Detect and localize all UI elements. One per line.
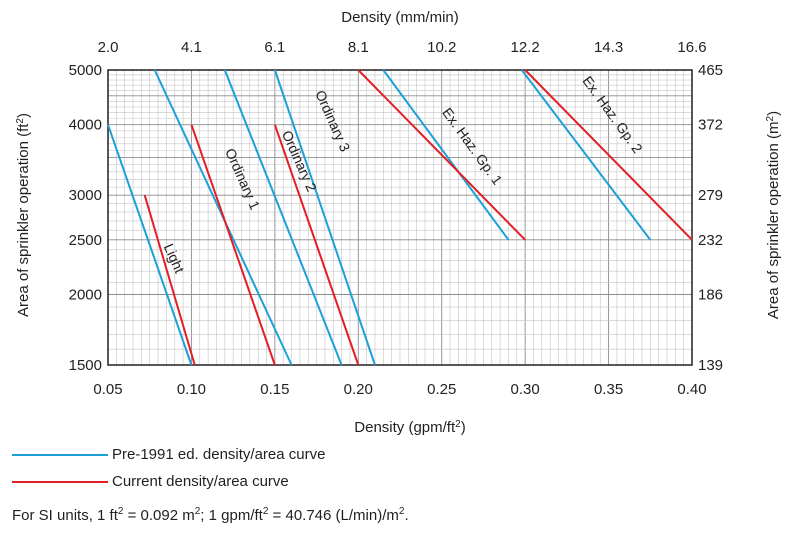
bottom-axis-title: Density (gpm/ft2) [354, 419, 465, 437]
y-tick-label: 1500 [69, 357, 102, 374]
y-tick-label: 2000 [69, 287, 102, 304]
right-axis-title: Area of sprinkler operation (m2) [765, 111, 783, 319]
top-tick-label: 14.3 [594, 39, 623, 56]
legend-swatch-blue [12, 453, 108, 456]
top-tick-label: 10.2 [427, 39, 456, 56]
series-lines [107, 69, 693, 366]
x-tick-label: 0.20 [344, 381, 373, 398]
left-axis-title: Area of sprinkler operation (ft2) [15, 113, 33, 317]
plot-frame [107, 69, 693, 366]
x-tick-label: 0.10 [177, 381, 206, 398]
x-tick-label: 0.15 [260, 381, 289, 398]
pre-1991-curve-line [273, 69, 376, 366]
legend-label-pre-1991: Pre-1991 ed. density/area curve [112, 446, 326, 463]
legend-item-current: Current density/area curve [12, 473, 289, 490]
top-tick-label: 6.1 [264, 39, 285, 56]
grid [107, 69, 693, 366]
y-tick-label: 3000 [69, 187, 102, 204]
pre-1991-curve-line [223, 69, 343, 366]
tick-labels: 0.05 0.10 0.15 0.20 0.25 0.30 0.35 0.40 2.0 4.1 6.… [69, 39, 723, 398]
current-curve-line [190, 124, 276, 366]
si-units-note: For SI units, 1 ft2 = 0.092 m2; 1 gpm/ft… [12, 506, 409, 524]
curve-label: Ordinary 1 [222, 146, 263, 212]
legend-swatch-red [12, 480, 108, 483]
current-curve-line [357, 69, 526, 241]
x-tick-label: 0.25 [427, 381, 456, 398]
y-tick-label: 2500 [69, 232, 102, 249]
current-curve-line [143, 194, 196, 366]
pre-1991-curve-line [107, 124, 193, 366]
right-tick-label: 139 [698, 357, 723, 374]
pre-1991-curve-line [382, 69, 510, 241]
x-tick-label: 0.35 [594, 381, 623, 398]
legend-item-pre-1991: Pre-1991 ed. density/area curve [12, 446, 325, 463]
curve-label: Ex. Haz. Gp. 1 [439, 105, 506, 188]
curve-label: Light [161, 241, 188, 275]
y-tick-label: 4000 [69, 117, 102, 134]
right-tick-label: 279 [698, 187, 723, 204]
current-curve-line [524, 69, 693, 241]
right-tick-label: 465 [698, 62, 723, 79]
x-tick-label: 0.30 [511, 381, 540, 398]
top-tick-label: 16.6 [677, 39, 706, 56]
right-tick-label: 232 [698, 232, 723, 249]
x-tick-label: 0.40 [677, 381, 706, 398]
top-axis-title: Density (mm/min) [341, 9, 459, 26]
right-tick-label: 186 [698, 287, 723, 304]
top-tick-label: 8.1 [348, 39, 369, 56]
top-tick-label: 4.1 [181, 39, 202, 56]
x-tick-label: 0.05 [93, 381, 122, 398]
curve-label: Ordinary 3 [312, 88, 353, 154]
top-tick-label: 12.2 [511, 39, 540, 56]
right-tick-label: 372 [698, 117, 723, 134]
legend-label-current: Current density/area curve [112, 473, 289, 490]
pre-1991-curve-line [521, 69, 652, 241]
y-tick-label: 5000 [69, 62, 102, 79]
curve-label: Ordinary 2 [279, 128, 320, 194]
top-tick-label: 2.0 [98, 39, 119, 56]
current-curve-line [273, 124, 360, 366]
